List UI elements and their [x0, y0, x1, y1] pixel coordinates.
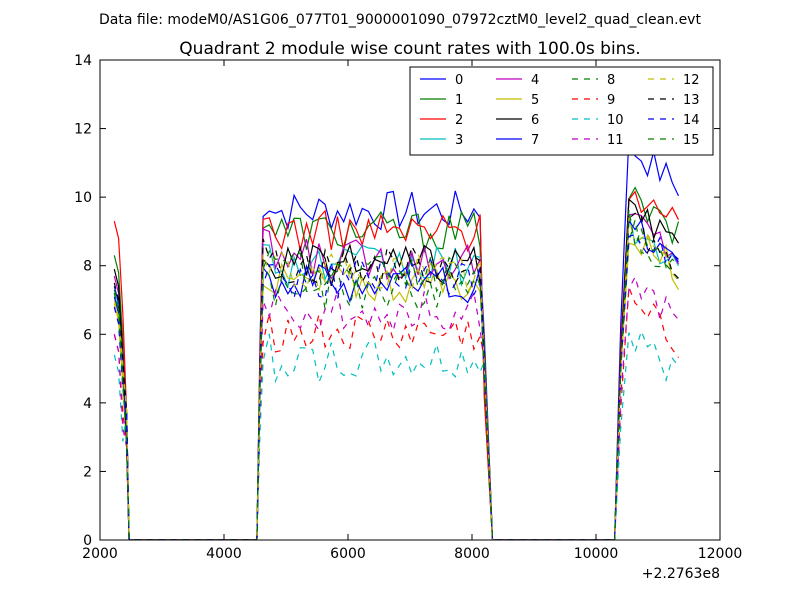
series-line-4 — [113, 213, 680, 540]
legend-label-8: 8 — [607, 73, 615, 88]
series-line-1 — [113, 186, 680, 540]
legend-label-7: 7 — [531, 133, 539, 148]
series-line-9 — [113, 287, 679, 540]
x-tick-label: 8000 — [454, 546, 490, 562]
y-tick-label: 12 — [74, 122, 92, 138]
plot-frame — [99, 59, 721, 541]
x-tick-label: 2000 — [82, 546, 118, 562]
legend-label-6: 6 — [531, 113, 539, 128]
legend-label-15: 15 — [683, 133, 700, 148]
y-tick-label: 6 — [83, 327, 92, 343]
x-offset-label: +2.2763e8 — [642, 566, 720, 582]
y-tick-label: 4 — [83, 396, 92, 412]
legend-label-12: 12 — [683, 73, 700, 88]
legend-label-5: 5 — [531, 93, 539, 108]
series-line-8 — [113, 219, 679, 540]
legend-label-3: 3 — [455, 133, 463, 148]
legend-label-9: 9 — [607, 93, 615, 108]
y-tick-label: 0 — [83, 533, 92, 549]
legend-label-0: 0 — [455, 73, 463, 88]
legend-label-1: 1 — [455, 93, 463, 108]
y-tick-label: 2 — [83, 464, 92, 480]
x-tick-label: 10000 — [574, 546, 619, 562]
x-tick-label: 6000 — [330, 546, 366, 562]
y-tick-label: 8 — [83, 259, 92, 275]
legend-label-14: 14 — [683, 113, 700, 128]
series-line-6 — [113, 198, 680, 540]
x-tick-label: 4000 — [206, 546, 242, 562]
plot-area — [113, 136, 680, 540]
series-line-0 — [113, 136, 680, 540]
series-line-2 — [113, 190, 680, 540]
legend-label-13: 13 — [683, 93, 700, 108]
series-line-10 — [113, 329, 679, 540]
x-tick-label: 12000 — [698, 546, 743, 562]
series-line-14 — [113, 233, 679, 540]
chart-suptitle: Data file: modeM0/AS1G06_077T01_90000010… — [99, 12, 701, 28]
legend-box — [409, 66, 714, 156]
series-line-11 — [113, 275, 679, 540]
legend-label-4: 4 — [531, 73, 539, 88]
legend-label-11: 11 — [607, 133, 624, 148]
series-line-3 — [113, 213, 680, 540]
series-line-15 — [113, 209, 679, 540]
series-line-7 — [113, 218, 680, 540]
series-line-12 — [113, 217, 679, 540]
y-tick-label: 14 — [74, 53, 92, 69]
legend-label-2: 2 — [455, 113, 463, 128]
legend-label-10: 10 — [607, 113, 624, 128]
y-tick-label: 10 — [74, 190, 92, 206]
chart-title: Quadrant 2 module wise count rates with … — [179, 39, 640, 59]
